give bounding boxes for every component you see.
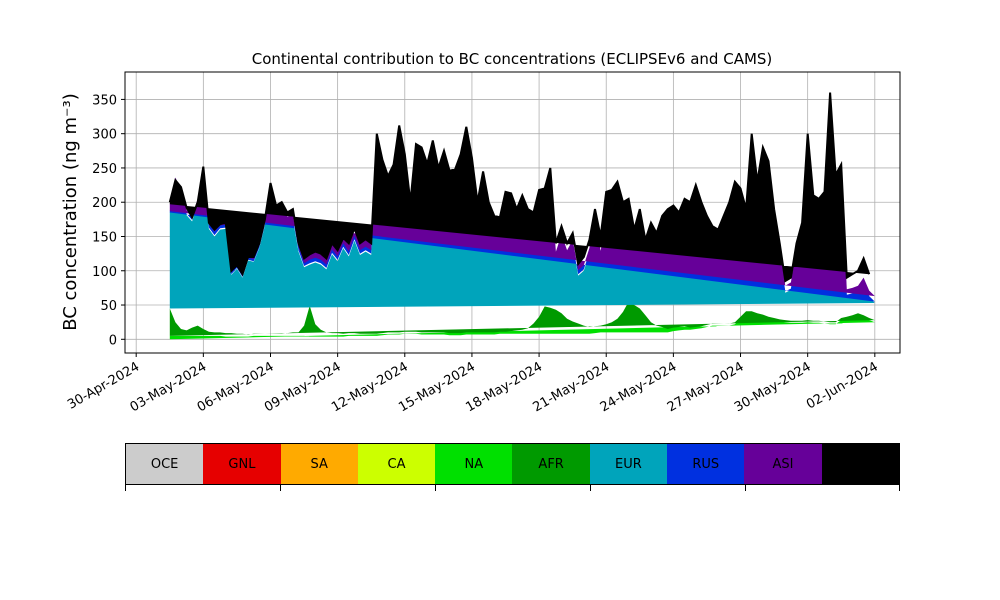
- legend-tick: [745, 485, 746, 491]
- y-axis: 0 50 100 150 200 250 300 350: [92, 93, 125, 348]
- y-tick-label: 300: [92, 128, 117, 143]
- y-tick-label: 150: [92, 230, 117, 245]
- plot-frame: [124, 71, 901, 354]
- legend-ticks: [125, 485, 900, 491]
- y-tick-label: 350: [92, 93, 117, 108]
- chart-title: Continental contribution to BC concentra…: [252, 50, 773, 68]
- legend-item-gnl: GNL: [203, 444, 281, 484]
- x-tick-label: 02-Jun-2024: [804, 359, 881, 412]
- legend-item-oce: OCE: [126, 444, 204, 484]
- legend-item-na: NA: [435, 444, 513, 484]
- x-axis: 30-Apr-202403-May-202406-May-202409-May-…: [65, 353, 881, 415]
- legend-item-ca: CA: [357, 444, 436, 484]
- total-line: [168, 92, 871, 283]
- legend-item-afr: AFR: [512, 444, 590, 484]
- legend-tick: [125, 485, 126, 491]
- legend-tick: [435, 485, 436, 491]
- y-axis-label: BC concentration (ng m⁻³): [60, 93, 81, 331]
- y-tick-label: 50: [100, 299, 117, 314]
- legend-tick: [590, 485, 591, 491]
- area-series-na: [169, 313, 875, 340]
- area-series-afr: [169, 301, 875, 336]
- legend-item-eur: EUR: [589, 444, 668, 484]
- legend-item-rus: RUS: [667, 444, 745, 484]
- region-color-legend: OCE GNL SA CA NA AFR EUR RUS ASI AUS: [125, 443, 900, 485]
- y-tick-label: 0: [109, 333, 117, 348]
- area-series-aus: [169, 92, 870, 281]
- y-tick-label: 100: [92, 265, 117, 280]
- y-tick-label: 200: [92, 196, 117, 211]
- stacked-areas: [169, 92, 875, 340]
- legend-item-aus: AUS: [821, 444, 899, 484]
- legend-tick: [899, 485, 900, 491]
- y-tick-label: 250: [92, 162, 117, 177]
- legend-tick: [280, 485, 281, 491]
- legend-item-asi: ASI: [744, 444, 822, 484]
- legend-item-sa: SA: [280, 444, 358, 484]
- x-tick-label: 30-May-2024: [732, 359, 814, 415]
